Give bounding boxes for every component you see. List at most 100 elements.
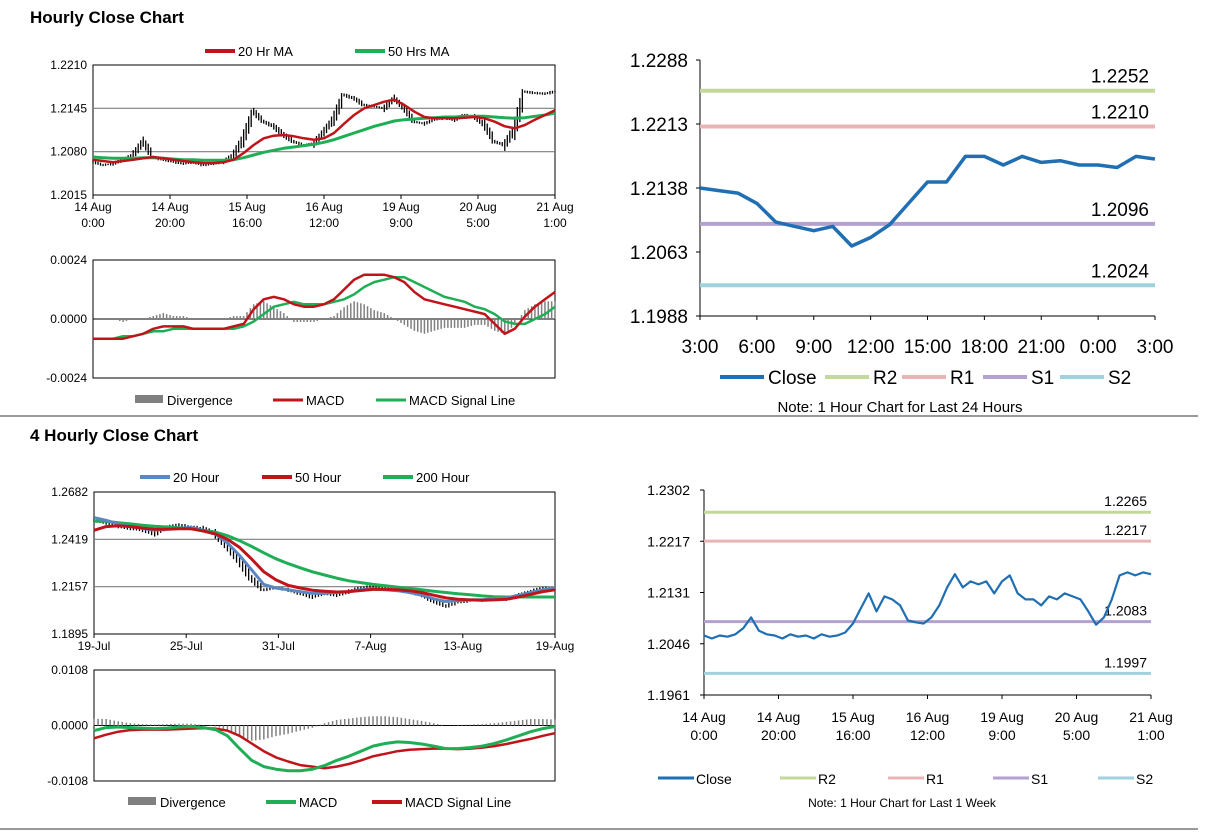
- x-tick-label: 5:00: [1063, 727, 1090, 743]
- x-tick-label: 21 Aug: [1129, 709, 1173, 725]
- y-tick-label: 0.0108: [51, 663, 88, 677]
- y-tick-label: 1.1961: [647, 687, 690, 703]
- y-tick-label: 1.2288: [630, 51, 688, 72]
- x-tick-label: 13-Aug: [443, 639, 482, 653]
- chart-note: Note: 1 Hour Chart for Last 1 Week: [808, 796, 997, 810]
- x-tick-label: 0:00: [81, 216, 105, 230]
- bottom-divider: [0, 828, 1198, 830]
- x-tick-label: 14 Aug: [682, 709, 726, 725]
- x-tick-label: 19-Aug: [536, 639, 575, 653]
- four-hourly-macd-chart: 0.0108 0.0000 -0.0108 Divergence MACD MACD Si…: [47, 663, 556, 810]
- y-tick-label: 1.2213: [630, 115, 688, 136]
- level-label: 1.1997: [1104, 654, 1147, 670]
- level-label: 1.2217: [1104, 522, 1147, 538]
- x-tick-label: 15 Aug: [228, 200, 265, 214]
- x-tick-label: 20 Aug: [459, 200, 496, 214]
- legend-label: S2: [1108, 368, 1131, 389]
- x-tick-label: 20 Aug: [1055, 709, 1099, 725]
- x-tick-label: 14 Aug: [757, 709, 801, 725]
- legend-label: R1: [926, 771, 944, 787]
- legend-label: Close: [696, 771, 732, 787]
- legend-label: MACD Signal Line: [405, 795, 511, 810]
- y-tick-label: 1.2210: [50, 58, 87, 72]
- x-tick-label: 21:00: [1017, 337, 1065, 358]
- chart-note: Note: 1 Hour Chart for Last 24 Hours: [777, 399, 1022, 416]
- y-tick-label: 1.2046: [647, 636, 690, 652]
- level-label: 1.2083: [1104, 603, 1147, 619]
- hourly-macd-chart: 0.0024 0.0000 -0.0024 Divergence MACD MACD Si…: [46, 253, 556, 408]
- legend-label: 50 Hour: [295, 470, 342, 485]
- macd-signal-line: [93, 726, 556, 770]
- week-1h-chart: 1.2302 1.2217 1.2131 1.2046 1.1961 14 Aug 0:00…: [647, 482, 1173, 810]
- x-tick-label: 0:00: [1080, 337, 1117, 358]
- x-tick-label: 14 Aug: [151, 200, 188, 214]
- legend-swatch: [128, 797, 156, 805]
- x-tick-label: 16 Aug: [305, 200, 342, 214]
- x-tick-label: 16:00: [232, 216, 262, 230]
- x-tick-label: 12:00: [910, 727, 945, 743]
- legend-swatch: [135, 395, 163, 403]
- ma20-line: [92, 98, 556, 165]
- legend-label: S1: [1031, 771, 1048, 787]
- x-tick-label: 16 Aug: [906, 709, 950, 725]
- legend-label: 50 Hrs MA: [388, 44, 450, 59]
- x-tick-label: 20:00: [155, 216, 185, 230]
- y-tick-label: 1.2682: [51, 485, 88, 499]
- x-tick-label: 31-Jul: [262, 639, 295, 653]
- level-label: 1.2265: [1104, 493, 1147, 509]
- y-tick-label: 1.2419: [51, 532, 88, 546]
- legend-label: R2: [818, 771, 836, 787]
- legend-label: MACD: [306, 393, 344, 408]
- y-tick-label: 0.0024: [50, 253, 87, 267]
- x-tick-label: 15 Aug: [831, 709, 875, 725]
- section-title-hourly: Hourly Close Chart: [30, 8, 184, 27]
- x-tick-label: 12:00: [309, 216, 339, 230]
- legend-label: Divergence: [167, 393, 233, 408]
- y-tick-label: 1.2138: [630, 179, 688, 200]
- legend-label: R1: [950, 368, 974, 389]
- macd-line: [93, 273, 556, 340]
- legend-label: MACD: [299, 795, 337, 810]
- x-tick-label: 9:00: [795, 337, 832, 358]
- legend-label: 200 Hour: [416, 470, 470, 485]
- x-tick-label: 1:00: [1137, 727, 1164, 743]
- legend-label: S1: [1031, 368, 1054, 389]
- legend-label: MACD Signal Line: [409, 393, 515, 408]
- legend-label: Divergence: [160, 795, 226, 810]
- section-divider: [0, 415, 1198, 417]
- y-tick-label: -0.0108: [47, 774, 88, 788]
- hourly-24h-chart: 1.2288 1.2213 1.2138 1.2063 1.1988 3:00 6:00 9:…: [630, 51, 1174, 416]
- plot-frame: [93, 491, 556, 635]
- y-tick-label: 1.2063: [630, 243, 688, 264]
- y-tick-label: 1.1988: [630, 307, 688, 328]
- x-tick-label: 9:00: [988, 727, 1015, 743]
- x-tick-label: 18:00: [961, 337, 1009, 358]
- y-tick-label: 1.2131: [647, 585, 690, 601]
- y-tick-label: 0.0000: [51, 719, 88, 733]
- y-tick-label: 0.0000: [50, 312, 87, 326]
- x-tick-label: 15:00: [904, 337, 952, 358]
- y-tick-label: 1.2015: [50, 188, 87, 202]
- x-tick-label: 5:00: [466, 216, 490, 230]
- level-label: 1.2024: [1091, 261, 1150, 282]
- x-tick-label: 3:00: [682, 337, 719, 358]
- level-label: 1.2096: [1091, 200, 1149, 221]
- close-line: [703, 571, 1152, 640]
- macd-signal-line: [93, 275, 556, 340]
- ma200-line: [94, 519, 555, 599]
- x-tick-label: 9:00: [389, 216, 413, 230]
- y-tick-label: 1.2217: [647, 533, 690, 549]
- x-tick-label: 0:00: [690, 727, 717, 743]
- macd-line: [93, 725, 556, 773]
- close-line: [699, 154, 1156, 248]
- legend-label: S2: [1136, 771, 1153, 787]
- section-title-4hourly: 4 Hourly Close Chart: [30, 426, 199, 445]
- y-tick-label: -0.0024: [46, 371, 87, 385]
- x-tick-label: 25-Jul: [170, 639, 203, 653]
- x-tick-label: 19-Jul: [78, 639, 111, 653]
- ma50-line: [93, 524, 556, 602]
- x-tick-label: 7-Aug: [355, 639, 387, 653]
- y-tick-label: 1.1895: [51, 627, 88, 641]
- y-tick-label: 1.2302: [647, 482, 690, 498]
